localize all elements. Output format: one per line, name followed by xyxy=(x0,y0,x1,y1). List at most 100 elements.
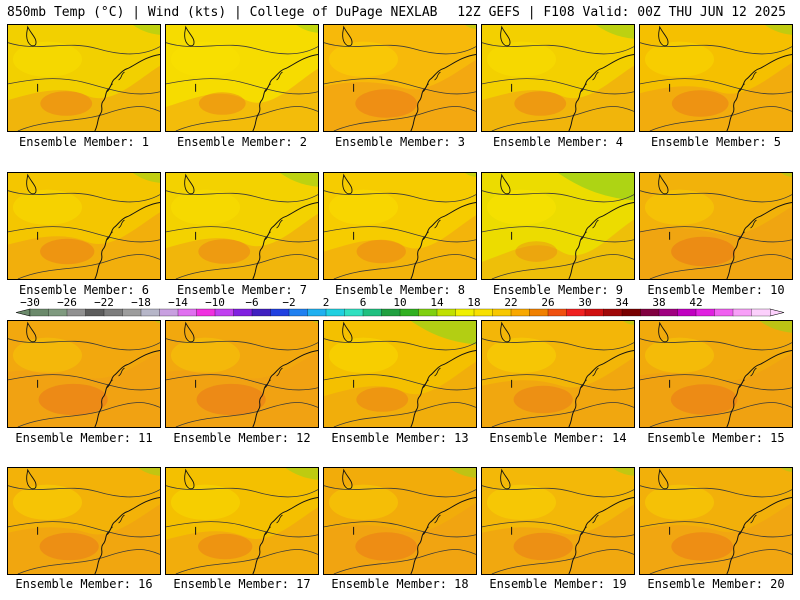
colorbar-tick-label: 42 xyxy=(689,296,702,309)
coastline xyxy=(568,53,634,131)
cool-temperature-area xyxy=(285,468,318,480)
colorbar-swatch xyxy=(418,308,438,317)
isotherm-contour xyxy=(640,226,792,243)
colorbar-swatch xyxy=(547,308,567,317)
ensemble-member-label: Ensemble Member: 17 xyxy=(173,577,311,591)
ensemble-map-panel xyxy=(323,172,477,280)
colorbar-tick-label: 26 xyxy=(541,296,554,309)
isotherm-contour xyxy=(649,254,792,279)
isotherm-contour xyxy=(482,374,634,391)
mild-temperature-area xyxy=(486,189,557,226)
isotherm-contour xyxy=(333,106,476,131)
lake-outline xyxy=(500,25,511,47)
colorbar-swatch xyxy=(66,308,86,317)
bay-outline xyxy=(106,367,125,389)
mild-temperature-area xyxy=(486,484,557,521)
ensemble-map-panel xyxy=(165,172,319,280)
ensemble-member-label: Ensemble Member: 11 xyxy=(15,431,153,445)
mild-temperature-area xyxy=(328,189,399,226)
colorbar-swatch xyxy=(695,308,715,317)
colorbar-tick-label: −10 xyxy=(205,296,225,309)
ensemble-map-panel xyxy=(165,24,319,132)
ensemble-map-panel xyxy=(165,467,319,575)
mild-temperature-area xyxy=(12,41,83,78)
isotherm-contour xyxy=(640,190,792,203)
ensemble-member-label: Ensemble Member: 18 xyxy=(331,577,469,591)
ensemble-member-label: Ensemble Member: 15 xyxy=(647,431,785,445)
colorbar-tick-label: −2 xyxy=(282,296,295,309)
mild-temperature-area xyxy=(328,41,399,78)
coastline xyxy=(94,53,160,131)
isotherm-contour xyxy=(333,549,476,574)
run-valid-time: 12Z GEFS | F108 Valid: 00Z THU JUN 12 20… xyxy=(457,5,786,20)
colorbar-swatch xyxy=(381,308,401,317)
colorbar-swatch xyxy=(584,308,604,317)
isotherm-contour xyxy=(8,374,160,391)
mild-temperature-area xyxy=(486,41,557,78)
hot-core-area xyxy=(671,90,729,117)
isotherm-contour xyxy=(649,402,792,427)
ensemble-member-label: Ensemble Member: 1 xyxy=(18,135,150,149)
ensemble-member-label: Ensemble Member: 13 xyxy=(331,431,469,445)
bay-outline xyxy=(106,219,125,241)
colorbar-tick-label: 2 xyxy=(323,296,330,309)
cool-temperature-area xyxy=(138,468,160,476)
coastline xyxy=(252,349,318,427)
bay-outline xyxy=(264,367,283,389)
lake-outline xyxy=(658,321,669,343)
warm-temperature-area xyxy=(482,219,634,279)
hot-core-area xyxy=(198,92,246,115)
colorbar-swatch xyxy=(140,308,160,317)
isotherm-contour xyxy=(324,485,476,498)
coastline xyxy=(410,496,476,574)
colorbar-swatch xyxy=(270,308,290,317)
isotherm-contour xyxy=(649,106,792,131)
isotherm-contour xyxy=(640,521,792,538)
ensemble-map-panel xyxy=(7,320,161,428)
colorbar-swatch xyxy=(307,308,327,317)
bay-outline xyxy=(106,71,125,93)
mild-temperature-area xyxy=(644,484,715,521)
lake-outline xyxy=(500,173,511,195)
colorbar-swatch xyxy=(177,308,197,317)
colorbar-tick-label: −30 xyxy=(20,296,40,309)
hot-core-area xyxy=(355,532,418,561)
colorbar-swatch xyxy=(159,308,179,317)
ensemble-map-panel xyxy=(639,467,793,575)
bay-outline xyxy=(580,514,599,536)
ensemble-member-label: Ensemble Member: 7 xyxy=(176,283,308,297)
mild-temperature-area xyxy=(170,484,241,521)
colorbar-tick-label: 22 xyxy=(504,296,517,309)
colorbar-swatch xyxy=(85,308,105,317)
hot-core-area xyxy=(356,239,406,264)
colorbar-swatch xyxy=(473,308,493,317)
coastline xyxy=(410,349,476,427)
lake-outline xyxy=(26,25,37,47)
isotherm-contour xyxy=(17,254,160,279)
ensemble-member-label: Ensemble Member: 2 xyxy=(176,135,308,149)
isotherm-contour xyxy=(166,42,318,55)
hot-core-area xyxy=(40,91,93,116)
colorbar-tick-label: 38 xyxy=(652,296,665,309)
isotherm-contour xyxy=(17,402,160,427)
bay-outline xyxy=(422,219,441,241)
ensemble-map-panel xyxy=(639,172,793,280)
isotherm-contour xyxy=(175,106,318,131)
cool-temperature-area xyxy=(465,173,476,177)
colorbar-swatch xyxy=(621,308,641,317)
hot-core-area xyxy=(671,236,736,267)
bay-outline xyxy=(422,514,441,536)
colorbar-tick-label: 30 xyxy=(578,296,591,309)
lake-outline xyxy=(658,173,669,195)
hot-core-area xyxy=(513,385,573,414)
bay-outline xyxy=(738,219,757,241)
lake-outline xyxy=(658,468,669,490)
colorbar-swatch xyxy=(492,308,512,317)
mild-temperature-area xyxy=(644,41,715,78)
isotherm-contour xyxy=(324,521,476,538)
bay-outline xyxy=(422,71,441,93)
coastline xyxy=(252,496,318,574)
hot-core-area xyxy=(515,241,558,262)
colorbar-swatch xyxy=(103,308,123,317)
colorbar-swatch xyxy=(325,308,345,317)
